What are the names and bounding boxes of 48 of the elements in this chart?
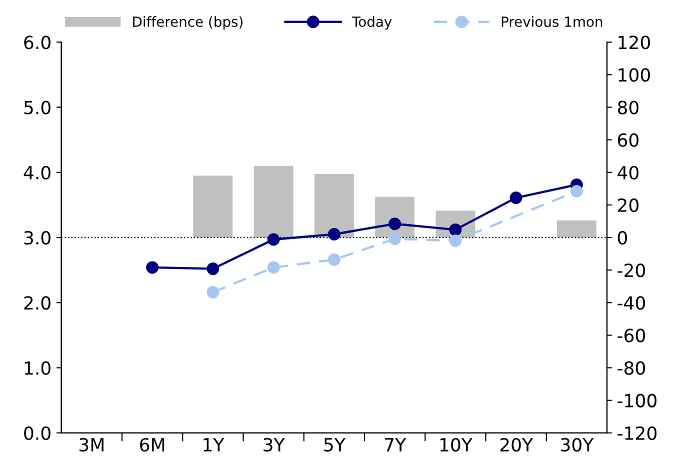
x-tick-label: 7Y — [385, 438, 406, 452]
bar — [193, 176, 233, 238]
y-tick-label: 2.0 — [24, 296, 50, 310]
legend-label: Difference (bps) — [133, 16, 242, 30]
y2-tick-label: 0 — [618, 230, 627, 245]
x-tick-label: 5Y — [324, 438, 346, 452]
bar — [314, 174, 354, 238]
x-tick-label: 1Y — [204, 438, 224, 452]
point — [449, 234, 462, 248]
bar — [254, 166, 294, 238]
x-tick-label: 3Y — [264, 438, 285, 452]
point — [388, 232, 402, 246]
point — [206, 286, 220, 298]
y2-tick-label: -40 — [618, 296, 645, 310]
y2-tick-label: 80 — [618, 100, 638, 114]
legend-label: Previous 1mon — [502, 16, 602, 27]
point — [146, 261, 159, 274]
point — [267, 261, 280, 274]
y2-tick-label: -120 — [618, 426, 656, 440]
bar — [556, 220, 596, 238]
y-tick-label: 5.0 — [24, 100, 50, 114]
y2-tick-label: 20 — [618, 198, 638, 212]
point — [510, 192, 522, 204]
y2-tick-label: -80 — [618, 361, 645, 375]
y2-tick-label: -60 — [618, 328, 645, 342]
x-tick-label: 6M — [140, 438, 164, 452]
point — [328, 253, 340, 266]
x-tick-label: 20Y — [500, 438, 534, 452]
x-tick-label: 10Y — [440, 438, 472, 452]
y2-tick-label: 120 — [618, 36, 650, 50]
x-tick-label: 30Y — [561, 438, 594, 452]
y-tick-label: 0.0 — [24, 426, 50, 440]
y2-tick-label: -20 — [618, 264, 645, 278]
point — [388, 218, 402, 230]
y-tick-label: 6.0 — [24, 36, 50, 50]
y-tick-label: 1.0 — [24, 361, 50, 375]
point — [570, 185, 583, 198]
legend-label: Today — [352, 16, 392, 30]
y2-tick-label: 40 — [618, 166, 638, 180]
x-tick-label: 3M — [80, 438, 104, 452]
y2-tick-label: 60 — [618, 133, 638, 147]
y-tick-label: 3.0 — [24, 230, 50, 245]
y2-tick-label: -100 — [618, 394, 656, 408]
y-tick-label: 4.0 — [24, 166, 50, 180]
point — [328, 228, 340, 241]
point — [267, 233, 280, 246]
point — [206, 262, 220, 276]
y2-tick-label: 100 — [618, 68, 650, 82]
